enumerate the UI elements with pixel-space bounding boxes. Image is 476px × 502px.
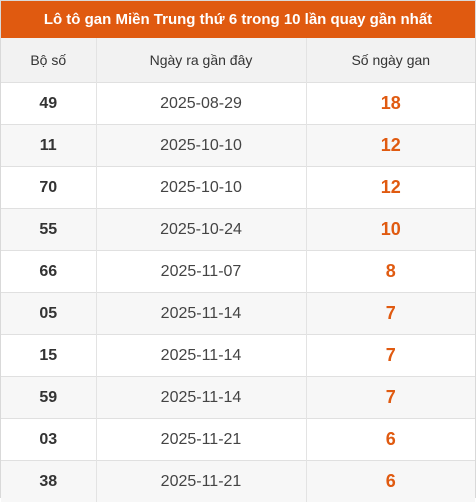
number-cell: 15 — [1, 335, 96, 377]
number-cell: 03 — [1, 419, 96, 461]
days-cell: 12 — [306, 125, 475, 167]
table-row: 66 2025-11-07 8 — [1, 251, 475, 293]
date-cell: 2025-11-21 — [96, 461, 306, 502]
days-cell: 10 — [306, 209, 475, 251]
number-cell: 55 — [1, 209, 96, 251]
date-cell: 2025-10-10 — [96, 167, 306, 209]
table-row: 05 2025-11-14 7 — [1, 293, 475, 335]
date-cell: 2025-11-07 — [96, 251, 306, 293]
date-cell: 2025-11-14 — [96, 377, 306, 419]
number-cell: 66 — [1, 251, 96, 293]
column-header-last-date: Ngày ra gần đây — [96, 38, 306, 83]
number-cell: 05 — [1, 293, 96, 335]
number-cell: 38 — [1, 461, 96, 502]
table-row: 70 2025-10-10 12 — [1, 167, 475, 209]
date-cell: 2025-11-21 — [96, 419, 306, 461]
table-title: Lô tô gan Miền Trung thứ 6 trong 10 lần … — [1, 1, 475, 38]
table-row: 59 2025-11-14 7 — [1, 377, 475, 419]
days-cell: 6 — [306, 461, 475, 502]
table-row: 55 2025-10-24 10 — [1, 209, 475, 251]
table-row: 38 2025-11-21 6 — [1, 461, 475, 502]
table-row: 15 2025-11-14 7 — [1, 335, 475, 377]
days-cell: 8 — [306, 251, 475, 293]
date-cell: 2025-08-29 — [96, 83, 306, 125]
column-header-days: Số ngày gan — [306, 38, 475, 83]
number-cell: 70 — [1, 167, 96, 209]
number-cell: 59 — [1, 377, 96, 419]
days-cell: 7 — [306, 335, 475, 377]
number-cell: 49 — [1, 83, 96, 125]
date-cell: 2025-10-24 — [96, 209, 306, 251]
table-row: 49 2025-08-29 18 — [1, 83, 475, 125]
header-row: Bộ số Ngày ra gần đây Số ngày gan — [1, 38, 475, 83]
column-header-number: Bộ số — [1, 38, 96, 83]
days-cell: 7 — [306, 377, 475, 419]
table-row: 03 2025-11-21 6 — [1, 419, 475, 461]
days-cell: 12 — [306, 167, 475, 209]
date-cell: 2025-10-10 — [96, 125, 306, 167]
days-cell: 7 — [306, 293, 475, 335]
days-cell: 18 — [306, 83, 475, 125]
table-row: 11 2025-10-10 12 — [1, 125, 475, 167]
number-cell: 11 — [1, 125, 96, 167]
days-cell: 6 — [306, 419, 475, 461]
date-cell: 2025-11-14 — [96, 335, 306, 377]
date-cell: 2025-11-14 — [96, 293, 306, 335]
stats-table: Bộ số Ngày ra gần đây Số ngày gan 49 202… — [1, 38, 475, 502]
